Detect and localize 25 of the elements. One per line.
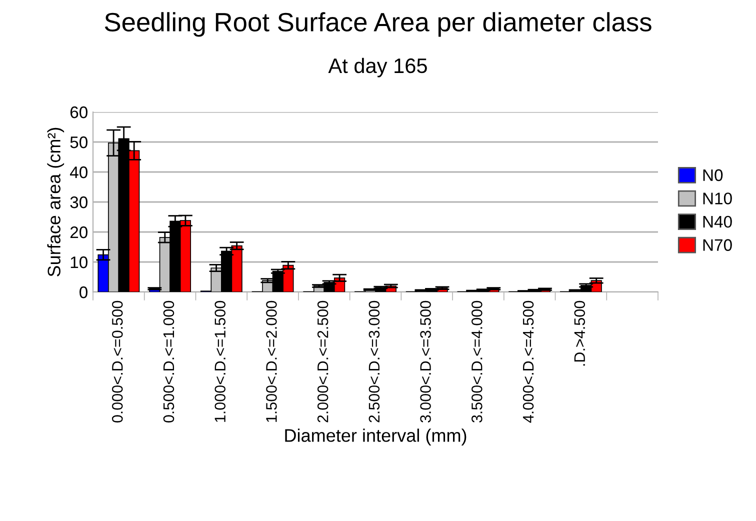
x-tick-label: .D.>4.500 bbox=[574, 300, 586, 366]
x-tick-label: 1.500<.D.<=2.000 bbox=[266, 300, 277, 422]
x-tick-label: 4.000<.D.<=4.500 bbox=[522, 300, 534, 423]
y-tick-label: 40 bbox=[70, 166, 88, 178]
x-axis-title: Diameter interval (mm) bbox=[285, 428, 466, 446]
legend-label: N10 bbox=[703, 192, 732, 204]
x-tick-label: 3.500<.D.<=4.000 bbox=[472, 300, 482, 422]
y-axis-title: Surface area (cm²) bbox=[47, 128, 64, 276]
legend-label: N0 bbox=[703, 169, 723, 182]
y-tick-label: 50 bbox=[70, 136, 88, 148]
x-tick-label: 1.000<.D.<=1.500 bbox=[214, 300, 226, 422]
x-tick-label: 3.000<.D.<=3.500 bbox=[420, 300, 431, 422]
legend-label: N40 bbox=[703, 216, 732, 228]
y-tick-label: 10 bbox=[70, 256, 88, 268]
y-tick-label: 20 bbox=[70, 226, 88, 238]
chart-subtitle: At day 165 bbox=[328, 58, 427, 78]
x-tick-label: 2.000<.D.<=2.500 bbox=[317, 300, 328, 422]
y-tick-label: 0 bbox=[80, 286, 88, 298]
legend-label: N70 bbox=[703, 239, 732, 251]
x-tick-label: 0.500<.D.<=1.000 bbox=[163, 300, 174, 422]
y-tick-label: 30 bbox=[70, 196, 88, 208]
x-tick-label: 2.500<.D.<=3.000 bbox=[368, 300, 380, 422]
x-tick-label: 0.000<.D.<=0.500 bbox=[112, 300, 123, 422]
chart-title: Seedling Root Surface Area per diameter class bbox=[104, 12, 652, 37]
y-tick-label: 60 bbox=[70, 106, 88, 118]
